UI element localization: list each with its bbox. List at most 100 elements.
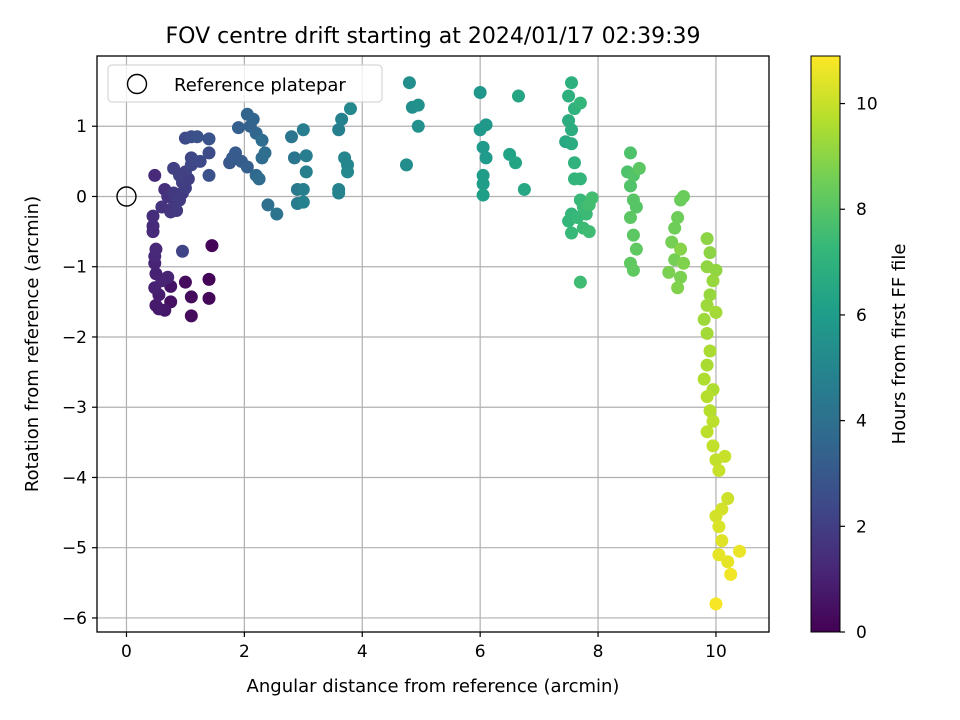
colorbar-tick-label: 4 [856, 412, 867, 432]
data-point [332, 123, 346, 137]
data-point [231, 121, 245, 135]
x-tick-label: 4 [357, 642, 368, 662]
data-point [565, 76, 579, 90]
data-point [706, 439, 720, 453]
y-tick-label: −5 [62, 539, 87, 559]
data-point [148, 168, 162, 182]
data-point [674, 270, 688, 284]
data-point [255, 133, 269, 147]
data-point [712, 520, 726, 534]
colorbar-tick-label: 6 [856, 306, 867, 326]
data-point [700, 425, 714, 439]
data-point [335, 112, 349, 126]
data-point [202, 272, 216, 286]
y-tick-label: −4 [62, 468, 87, 488]
data-point [296, 195, 310, 209]
data-point [205, 239, 219, 253]
data-point [149, 242, 163, 256]
data-point [252, 172, 266, 186]
data-point [573, 96, 587, 110]
data-point [703, 344, 717, 358]
data-point [709, 597, 723, 611]
data-point [703, 404, 717, 418]
colorbar-ticks: 0 2 4 6 8 10 [840, 95, 878, 643]
x-tick-label: 10 [705, 642, 727, 662]
data-point [632, 161, 646, 175]
data-point [517, 182, 531, 196]
x-axis-label: Angular distance from reference (arcmin) [247, 676, 620, 697]
data-point [161, 270, 175, 284]
data-point [341, 165, 355, 179]
data-point [700, 326, 714, 340]
x-tick-label: 8 [593, 642, 604, 662]
data-point [476, 140, 490, 154]
y-tick-label: −6 [62, 609, 87, 629]
data-point [700, 390, 714, 404]
data-point [623, 179, 637, 193]
data-point [479, 151, 493, 165]
data-point [146, 209, 160, 223]
data-point [562, 89, 576, 103]
data-point [697, 372, 711, 386]
data-point [703, 288, 717, 302]
data-point [299, 165, 313, 179]
legend-marker-open-circle [126, 73, 148, 95]
data-point [332, 186, 346, 200]
data-point [296, 123, 310, 137]
colorbar-tick-label: 8 [856, 200, 867, 220]
data-point [202, 146, 216, 160]
data-point [582, 225, 596, 239]
data-point [202, 168, 216, 182]
data-point [562, 114, 576, 128]
data-point [721, 492, 735, 506]
data-point [511, 89, 525, 103]
colorbar-tick-label: 2 [856, 517, 867, 537]
data-point [565, 137, 579, 151]
data-point [175, 244, 189, 258]
data-point [473, 86, 487, 100]
data-point [715, 534, 729, 548]
data-point [697, 312, 711, 326]
data-point [709, 509, 723, 523]
x-tick-label: 0 [121, 642, 132, 662]
data-point [623, 211, 637, 225]
x-tick-label: 2 [239, 642, 250, 662]
data-point [479, 118, 493, 132]
data-point [193, 154, 207, 168]
data-point [573, 275, 587, 289]
reference-platepar-marker [116, 186, 137, 207]
data-point [299, 149, 313, 163]
data-point [287, 151, 301, 165]
data-point [270, 207, 284, 221]
legend-entry-reference: Reference platepar [174, 75, 346, 96]
data-point [626, 263, 640, 277]
data-point [721, 555, 735, 569]
data-point [629, 200, 643, 214]
colorbar [810, 55, 841, 633]
data-point [668, 221, 682, 235]
data-point [712, 548, 726, 562]
y-tick-label: −3 [62, 398, 87, 418]
y-tick-label: −1 [62, 258, 87, 278]
y-axis-label: Rotation from reference (arcmin) [22, 196, 43, 492]
data-point [476, 177, 490, 191]
data-point [724, 567, 738, 581]
colorbar-tick-label: 10 [856, 95, 878, 115]
data-point [585, 191, 599, 205]
data-point [202, 132, 216, 146]
data-point [399, 158, 413, 172]
legend-box [107, 64, 383, 103]
data-point [700, 358, 714, 372]
data-point [674, 242, 688, 256]
plot-frame [96, 55, 770, 633]
data-point [665, 235, 679, 249]
y-tick-label: −2 [62, 328, 87, 348]
data-point [184, 309, 198, 323]
data-point [709, 263, 723, 277]
data-point [190, 130, 204, 144]
data-point [706, 414, 720, 428]
data-point [671, 281, 685, 295]
data-point [700, 232, 714, 246]
